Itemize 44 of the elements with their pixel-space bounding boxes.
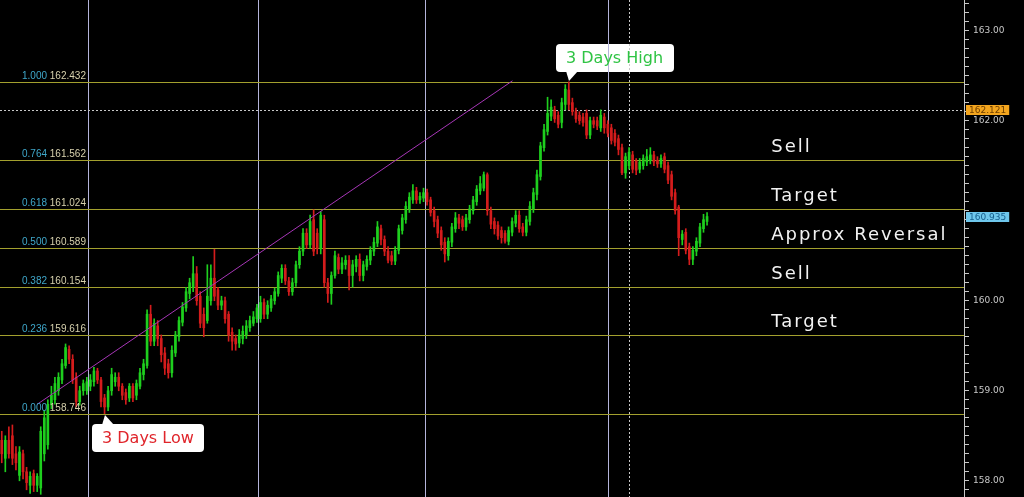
- ref-line-label: 0.000 158.746: [22, 402, 87, 413]
- candlestick: [631, 150, 634, 174]
- candlestick: [206, 264, 209, 324]
- annotation: Approx Reversal: [771, 222, 948, 244]
- candlestick: [422, 187, 425, 203]
- candlestick: [3, 435, 7, 473]
- candlestick: [220, 295, 223, 311]
- candlestick: [390, 250, 393, 266]
- ref-line-label: 1.000 162.432: [22, 70, 87, 81]
- text: 160.935: [969, 211, 1007, 222]
- annotation: Target: [770, 310, 839, 332]
- candlestick: [149, 304, 152, 347]
- ref-line-label: 0.500 160.589: [22, 236, 87, 247]
- candlestick: [128, 383, 131, 402]
- ref-line-label: 0.382 160.154: [22, 275, 87, 286]
- y-tick-label: 160.00: [973, 295, 1005, 306]
- candlestick: [305, 228, 308, 249]
- ref-line-label: 162.121: [969, 104, 1007, 115]
- candlestick: [32, 469, 35, 492]
- candlestick: [259, 295, 262, 323]
- candlestick: [312, 209, 315, 257]
- candlestick: [351, 259, 354, 288]
- candlestick: [649, 147, 652, 165]
- candlestick: [337, 253, 340, 275]
- ref-line-label: 0.764 161.562: [22, 148, 87, 159]
- candlestick: [585, 109, 588, 139]
- ref-line-label: 0.236 159.616: [22, 323, 87, 334]
- ref-line-label: 0.618 161.024: [22, 197, 87, 208]
- candlestick: [592, 116, 595, 129]
- candlestick: [415, 186, 418, 204]
- y-tick-label: 159.00: [973, 385, 1005, 396]
- candlestick: [610, 123, 613, 145]
- y-tick-label: 162.00: [973, 114, 1005, 125]
- y-tick-label: 163.00: [973, 24, 1005, 35]
- annotation: Sell: [771, 261, 812, 283]
- candlestick: [344, 255, 347, 270]
- candlestick: [461, 215, 464, 231]
- candlestick: [18, 446, 21, 482]
- candlestick: [578, 111, 581, 125]
- annotation: 3 Days Low: [102, 428, 194, 448]
- annotation: Target: [770, 183, 839, 205]
- y-tick-label: 158.00: [973, 475, 1005, 486]
- annotation: Sell: [771, 135, 812, 157]
- annotation: 3 Days High: [566, 48, 664, 68]
